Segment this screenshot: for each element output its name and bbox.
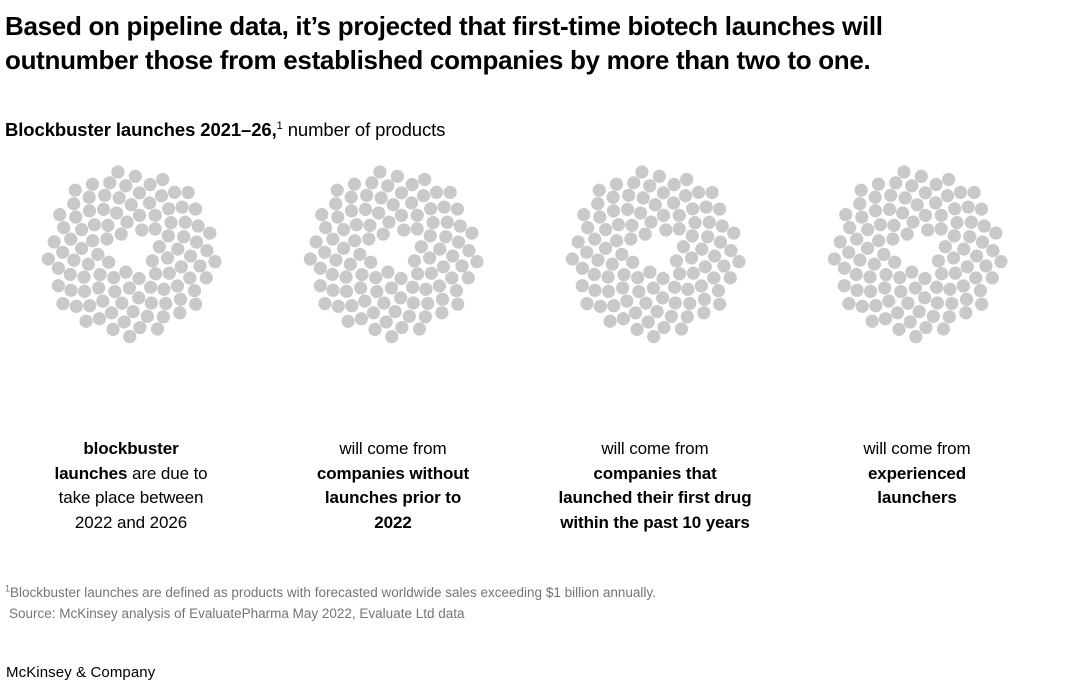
dot-circle-chart-1: [41, 165, 222, 344]
exhibit-title: Based on pipeline data, it’s projected t…: [5, 9, 883, 77]
source-note: Source: McKinsey analysis of EvaluatePha…: [9, 606, 465, 621]
chart-subtitle-rest: number of products: [282, 119, 446, 140]
group-label-2: will come from companies without launches …: [316, 439, 470, 532]
dot-circle-cell-4: [786, 158, 1048, 348]
exhibit-title-line2: outnumber those from established compani…: [5, 45, 871, 75]
group-label-1: blockbuster launches are due to take place…: [54, 439, 208, 532]
footnote-definition-text: Blockbuster launches are defined as prod…: [10, 585, 656, 600]
dot-circle-cell-2: [262, 158, 524, 348]
dot-circle-chart-2: [303, 165, 484, 344]
dot-circles-row: [0, 158, 1048, 348]
chart-subtitle-bold: Blockbuster launches 2021–26,: [5, 119, 277, 140]
dot-circle-chart-4: [827, 165, 1008, 344]
footnote: 1Blockbuster launches are defined as pro…: [5, 582, 656, 624]
group-label-3: will come from companies that launched the…: [558, 439, 752, 532]
exhibit-title-line1: Based on pipeline data, it’s projected t…: [5, 11, 883, 41]
chart-subtitle: Blockbuster launches 2021–26,1 number of…: [5, 118, 445, 142]
chart-subtitle-footnote-marker: 1: [276, 119, 283, 132]
group-label-4: will come from experienced launchers: [863, 439, 971, 507]
dot-circle-cell-1: [0, 158, 262, 348]
dot-circle-chart-3: [565, 165, 746, 344]
footnote-marker: 1: [5, 583, 11, 594]
dot-circle-cell-3: [524, 158, 786, 348]
footnote-definition: 1Blockbuster launches are defined as pro…: [5, 582, 656, 603]
mckinsey-wordmark: McKinsey & Company: [6, 664, 156, 681]
group-labels-row: blockbuster launches are due to take place…: [0, 437, 1048, 535]
